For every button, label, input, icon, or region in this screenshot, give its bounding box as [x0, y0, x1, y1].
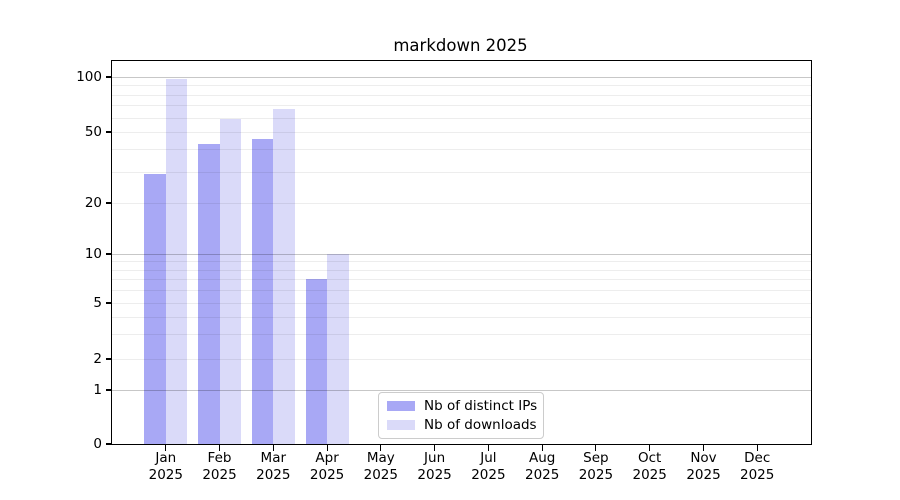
gridline-2: [112, 359, 811, 360]
xtick-label-jul: Jul 2025: [471, 450, 506, 483]
xtick-label-apr: Apr 2025: [309, 450, 345, 483]
ytick-label-50: 50: [84, 124, 102, 140]
ytick-label-2: 2: [93, 351, 102, 367]
legend-item-downloads: Nb of downloads: [387, 417, 537, 433]
ytick-label-0: 0: [93, 436, 102, 452]
chart-title: markdown 2025: [393, 36, 528, 55]
gridline-6: [112, 290, 811, 292]
xtick-label-dec: Dec 2025: [740, 450, 775, 483]
gridline-3: [112, 334, 811, 336]
gridline-10: [112, 254, 811, 256]
legend-label-distinct-ips: Nb of distinct IPs: [424, 398, 538, 414]
ytick-100: [105, 76, 112, 78]
gridline-60: [112, 117, 811, 119]
ytick-label-20: 20: [84, 195, 102, 211]
xtick-jul: [487, 444, 489, 451]
xtick-label-sep: Sep 2025: [578, 450, 614, 483]
ytick-1: [105, 389, 112, 391]
gridline-1: [112, 390, 811, 392]
ytick-5: [105, 302, 112, 304]
gridline-8: [112, 269, 811, 271]
gridline-5: [112, 303, 811, 304]
xtick-jan: [165, 444, 167, 451]
gridline-20: [112, 203, 811, 204]
bar-downloads-apr: [327, 254, 349, 444]
bar-downloads-mar: [273, 108, 295, 444]
ytick-label-10: 10: [84, 246, 102, 262]
bar-downloads-jan: [165, 78, 188, 444]
ytick-0: [105, 443, 112, 445]
ytick-20: [105, 202, 112, 204]
ytick-label-1: 1: [93, 382, 102, 398]
xtick-aug: [541, 444, 543, 451]
legend-swatch-downloads: [387, 420, 415, 430]
plot-area: 0 1 2 5 10 20 50 100 Jan 2025 Feb 2025 Mar 2025 Apr…: [76, 60, 812, 483]
bar-distinct-ips-feb: [198, 143, 220, 444]
xtick-label-jan: Jan 2025: [148, 450, 183, 483]
xtick-nov: [702, 444, 705, 451]
xtick-sep: [595, 444, 597, 451]
xtick-label-jun: Jun 2025: [417, 450, 452, 483]
legend-swatch-distinct-ips: [387, 401, 415, 411]
legend-item-distinct-ips: Nb of distinct IPs: [387, 398, 538, 414]
gridline-9: [112, 261, 811, 263]
xtick-label-mar: Mar 2025: [256, 450, 291, 483]
gridline-40: [112, 149, 811, 151]
xtick-mar: [272, 444, 274, 451]
legend: Nb of distinct IPs Nb of downloads: [378, 392, 544, 439]
xtick-label-nov: Nov 2025: [686, 450, 721, 483]
legend-label-downloads: Nb of downloads: [424, 417, 537, 433]
ytick-10: [105, 253, 112, 255]
xtick-label-oct: Oct 2025: [632, 450, 667, 483]
gridline-30: [112, 171, 811, 173]
bar-downloads-feb: [219, 118, 242, 444]
ytick-label-5: 5: [93, 295, 102, 311]
xtick-feb: [218, 444, 221, 451]
xtick-jun: [434, 444, 436, 451]
xtick-label-feb: Feb 2025: [202, 450, 237, 483]
xtick-apr: [326, 444, 328, 451]
ytick-label-100: 100: [76, 69, 102, 85]
xtick-label-aug: Aug 2025: [525, 450, 560, 483]
xtick-dec: [756, 444, 758, 451]
bar-distinct-ips-apr: [305, 279, 328, 444]
xtick-oct: [649, 444, 651, 451]
gridline-70: [112, 105, 811, 107]
gridline-50: [112, 132, 811, 133]
xtick-may: [380, 444, 382, 451]
ytick-50: [105, 131, 112, 133]
gridline-80: [112, 94, 811, 96]
ytick-2: [105, 358, 112, 360]
gridline-90: [112, 85, 811, 87]
gridline-7: [112, 279, 811, 281]
gridline-100: [112, 77, 811, 79]
bar-distinct-ips-jan: [144, 174, 166, 444]
xtick-label-may: May 2025: [363, 450, 398, 483]
gridline-4: [112, 316, 811, 318]
bar-distinct-ips-mar: [251, 138, 274, 444]
